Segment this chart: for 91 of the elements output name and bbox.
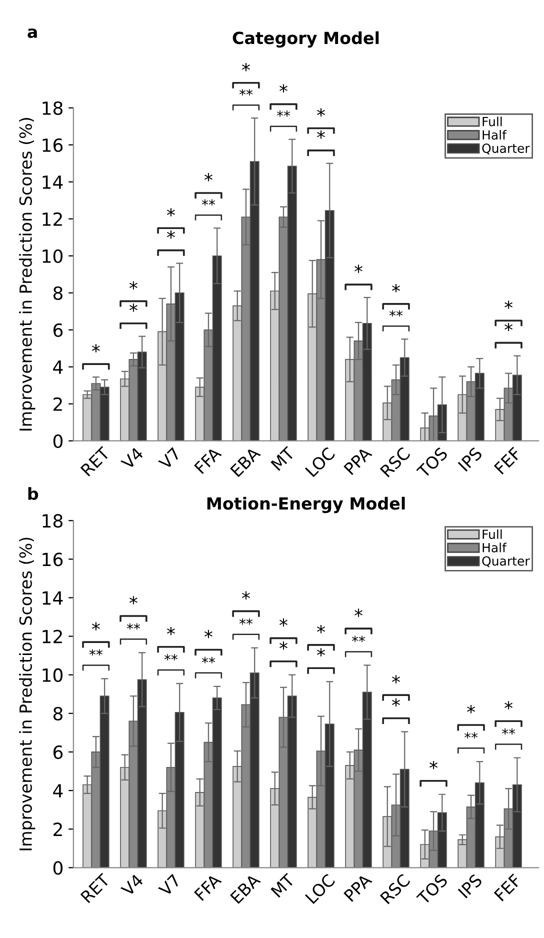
- annotation: *: [242, 591, 250, 600]
- annotation: *: [204, 630, 212, 638]
- legend-label: Half: [482, 130, 507, 140]
- y-tick-label: 14: [42, 591, 63, 605]
- annotation: *: [166, 230, 175, 239]
- y-tick-label: 12: [42, 630, 62, 644]
- annotation: *: [504, 300, 513, 309]
- x-tick-label: FFA: [194, 446, 222, 474]
- annotation: **: [202, 199, 216, 206]
- x-tick-label: TOS: [416, 446, 448, 479]
- annotation: *: [92, 344, 100, 352]
- annotation: *: [504, 322, 513, 332]
- annotation: *: [392, 675, 400, 684]
- annotation: **: [352, 636, 366, 642]
- annotation: *: [504, 701, 513, 710]
- annotation: *: [317, 648, 325, 656]
- annotation: *: [280, 641, 288, 650]
- y-tick-label: 8: [53, 706, 62, 721]
- annotation: **: [239, 618, 253, 625]
- y-tick-label: 0: [53, 434, 63, 448]
- y-tick-label: 18: [42, 101, 62, 115]
- y-tick-label: 18: [42, 514, 62, 528]
- x-tick-label: MT: [270, 872, 296, 898]
- annotation: *: [129, 303, 138, 312]
- annotation: *: [166, 626, 175, 636]
- x-tick-label: V7: [158, 447, 181, 470]
- legend-label: Full: [482, 116, 502, 126]
- annotation: *: [354, 608, 362, 617]
- y-tick-label: 14: [42, 176, 63, 189]
- legend-label: Half: [482, 542, 507, 552]
- y-tick-label: 2: [54, 822, 62, 836]
- x-tick-label: IPS: [458, 873, 483, 899]
- annotation: *: [317, 108, 325, 117]
- x-tick-label: EBA: [230, 446, 261, 478]
- legend-label: Quarter: [482, 556, 530, 568]
- annotation: *: [129, 281, 138, 290]
- chart-title: Motion-Energy Model: [207, 496, 405, 514]
- annotation: **: [502, 728, 516, 735]
- x-tick-label: V4: [120, 874, 144, 897]
- y-tick-label: 10: [42, 668, 63, 682]
- text: *: [242, 62, 250, 72]
- legend-label: Full: [482, 529, 502, 540]
- annotation: *: [392, 284, 400, 292]
- chart-title: Category Model: [232, 31, 379, 48]
- annotation: *: [392, 698, 400, 707]
- annotation: *: [92, 622, 100, 630]
- annotation: *: [467, 705, 476, 714]
- annotation: *: [204, 173, 212, 182]
- y-tick-label: 6: [53, 745, 63, 760]
- y-tick-label: 8: [53, 286, 62, 300]
- y-tick-label: 10: [42, 249, 63, 263]
- x-tick-label: PPA: [344, 872, 372, 902]
- text: b: [28, 487, 38, 500]
- annotation: **: [164, 654, 178, 660]
- y-tick-label: 6: [53, 323, 63, 337]
- annotation: *: [354, 264, 362, 273]
- annotation: **: [202, 656, 216, 664]
- annotation: **: [89, 649, 102, 656]
- text: **: [239, 89, 253, 96]
- x-tick-label: FEF: [494, 446, 522, 475]
- legend-label: Quarter: [482, 144, 530, 154]
- y-tick-label: 16: [42, 138, 63, 152]
- x-tick-label: V7: [158, 874, 181, 897]
- x-tick-label: IPS: [458, 446, 483, 472]
- y-tick-label: 12: [42, 212, 62, 226]
- annotation: **: [276, 110, 290, 117]
- y-tick-label: 16: [42, 552, 63, 566]
- x-tick-label: FEF: [494, 874, 522, 902]
- x-tick-label: FFA: [194, 872, 222, 901]
- text: *: [280, 84, 288, 92]
- text: a: [28, 28, 37, 38]
- x-tick-label: V4: [120, 446, 144, 470]
- y-tick-label: 2: [54, 397, 62, 411]
- x-tick-label: EBA: [230, 872, 261, 904]
- y-tick-label: 0: [53, 861, 63, 875]
- y-tick-label: 4: [53, 360, 63, 374]
- annotation: **: [389, 310, 403, 317]
- annotation: *: [317, 625, 325, 634]
- annotation: *: [166, 208, 175, 216]
- x-tick-label: TOS: [416, 873, 448, 906]
- annotation: **: [126, 623, 140, 630]
- annotation: **: [464, 732, 478, 738]
- y-axis-title: Improvement in Prediction Scores (%): [19, 538, 36, 850]
- annotation: *: [129, 596, 138, 604]
- annotation: *: [317, 130, 325, 139]
- annotation: *: [280, 618, 288, 627]
- x-tick-label: PPA: [344, 446, 372, 476]
- y-axis-title: Improvement in Prediction Scores (%): [19, 118, 36, 430]
- y-tick-label: 4: [53, 784, 63, 798]
- annotation: *: [430, 760, 438, 770]
- x-tick-label: MT: [270, 446, 296, 471]
